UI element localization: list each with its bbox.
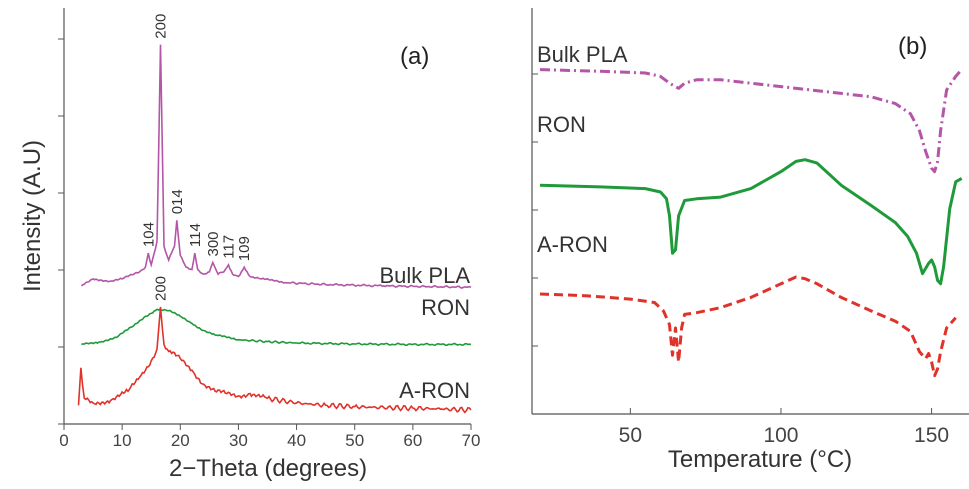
panel-b-series-lines: [539, 68, 963, 378]
panel-a-peak-label: 300: [205, 231, 222, 256]
panel-b-series-bulk-pla: [539, 68, 963, 174]
panel-a-x-tick-label: 0: [59, 431, 68, 450]
panel-a-x-tick-label: 70: [462, 431, 481, 450]
panel-b-x-tick-label: 100: [763, 424, 798, 447]
panel-a-peak-label: 114: [187, 223, 204, 247]
panel-a-x-tick-label: 40: [287, 431, 306, 450]
panel-a-x-ticks: 0 10 20 30 40 50 60 70: [59, 424, 480, 450]
panel-b-x-tick-label: 50: [619, 424, 642, 447]
panel-a-series-lines: [77, 44, 472, 414]
panel-a-y-ticks: [58, 38, 64, 425]
panel-a-peak-label: 117: [221, 235, 238, 259]
panel-b-series-label-bulk-pla: Bulk PLA: [537, 42, 628, 67]
panel-a-x-tick-label: 30: [229, 431, 248, 450]
panel-a-x-tick-label: 20: [171, 431, 190, 450]
panel-a-series-label-a-ron: A-RON: [399, 378, 470, 403]
panel-a-label: (a): [400, 43, 429, 70]
panel-b-series-label-ron: RON: [537, 112, 586, 137]
panel-b-series-a-ron: [539, 275, 957, 378]
panel-a-series-label-ron: RON: [421, 295, 470, 320]
panel-a-series-ron: [81, 308, 472, 347]
panel-a-series-bulk-pla: [80, 44, 472, 289]
panel-a-peak-label: 200: [153, 14, 170, 39]
panel-b-label: (b): [898, 33, 927, 60]
panel-b-x-ticks: 50 100 150: [619, 408, 949, 447]
panel-a-peak-label: 014: [169, 189, 186, 214]
panel-a-y-axis-label: Intensity (A.U): [19, 140, 46, 292]
panel-b-x-axis-label: Temperature (°C): [668, 446, 852, 473]
panel-a-x-tick-label: 50: [345, 431, 364, 450]
panel-a-peak-label: 109: [236, 236, 253, 261]
panel-a-series-a-ron: [77, 306, 472, 414]
panel-b-y-ticks: [532, 73, 538, 415]
panel-a-x-axis-label: 2−Theta (degrees): [169, 455, 367, 482]
panel-a-x-tick-label: 10: [113, 431, 132, 450]
panel-b-x-tick-label: 150: [914, 424, 949, 447]
panel-b-series-label-a-ron: A-RON: [537, 232, 608, 257]
panel-b-dsc-chart: 50 100 150 (b) Bulk PLA RON A-RON Temperat…: [531, 8, 969, 473]
panel-a-series-label-bulk-pla: Bulk PLA: [380, 263, 471, 288]
panel-a-x-tick-label: 60: [403, 431, 422, 450]
panel-a-peak-label: 200: [153, 276, 170, 301]
panel-a-peak-label: 104: [140, 222, 157, 247]
panel-b-series-ron: [539, 158, 963, 286]
